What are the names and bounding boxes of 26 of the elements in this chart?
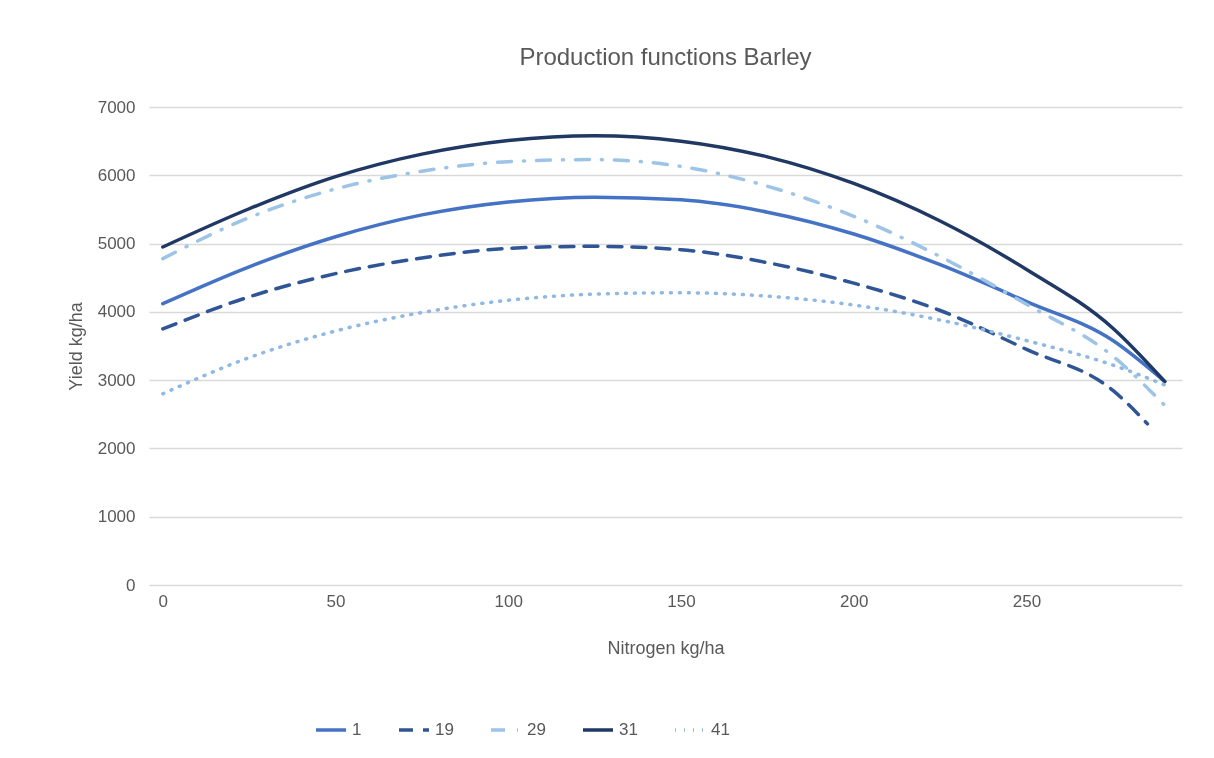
y-axis-title: Yield kg/ha [65,301,86,391]
y-tick-label: 2000 [97,438,136,458]
legend-label: 19 [435,720,454,739]
x-tick-label: 50 [326,591,346,611]
legend-label: 29 [527,720,546,739]
y-tick-label: 7000 [97,97,136,117]
y-tick-label: 3000 [97,370,136,390]
y-tick-label: 6000 [97,165,136,185]
legend-label: 41 [711,720,730,739]
y-tick-label: 0 [126,575,136,595]
legend-label: 1 [352,720,362,739]
line-series [161,244,1150,426]
line-series [161,290,1167,396]
x-tick-label: 0 [158,591,169,611]
x-tick-label: 150 [667,591,696,611]
line-series [161,157,1167,408]
y-tick-label: 4000 [97,302,136,322]
chart-title: Production functions Barley [519,43,812,70]
y-tick-label: 1000 [97,507,136,527]
x-axis-title: Nitrogen kg/ha [607,637,726,658]
x-tick-label: 250 [1012,591,1042,611]
legend-label: 31 [619,720,638,739]
x-tick-label: 100 [494,591,523,611]
x-tick-label: 200 [840,591,869,611]
y-tick-label: 5000 [97,234,136,254]
line-series [161,133,1167,384]
